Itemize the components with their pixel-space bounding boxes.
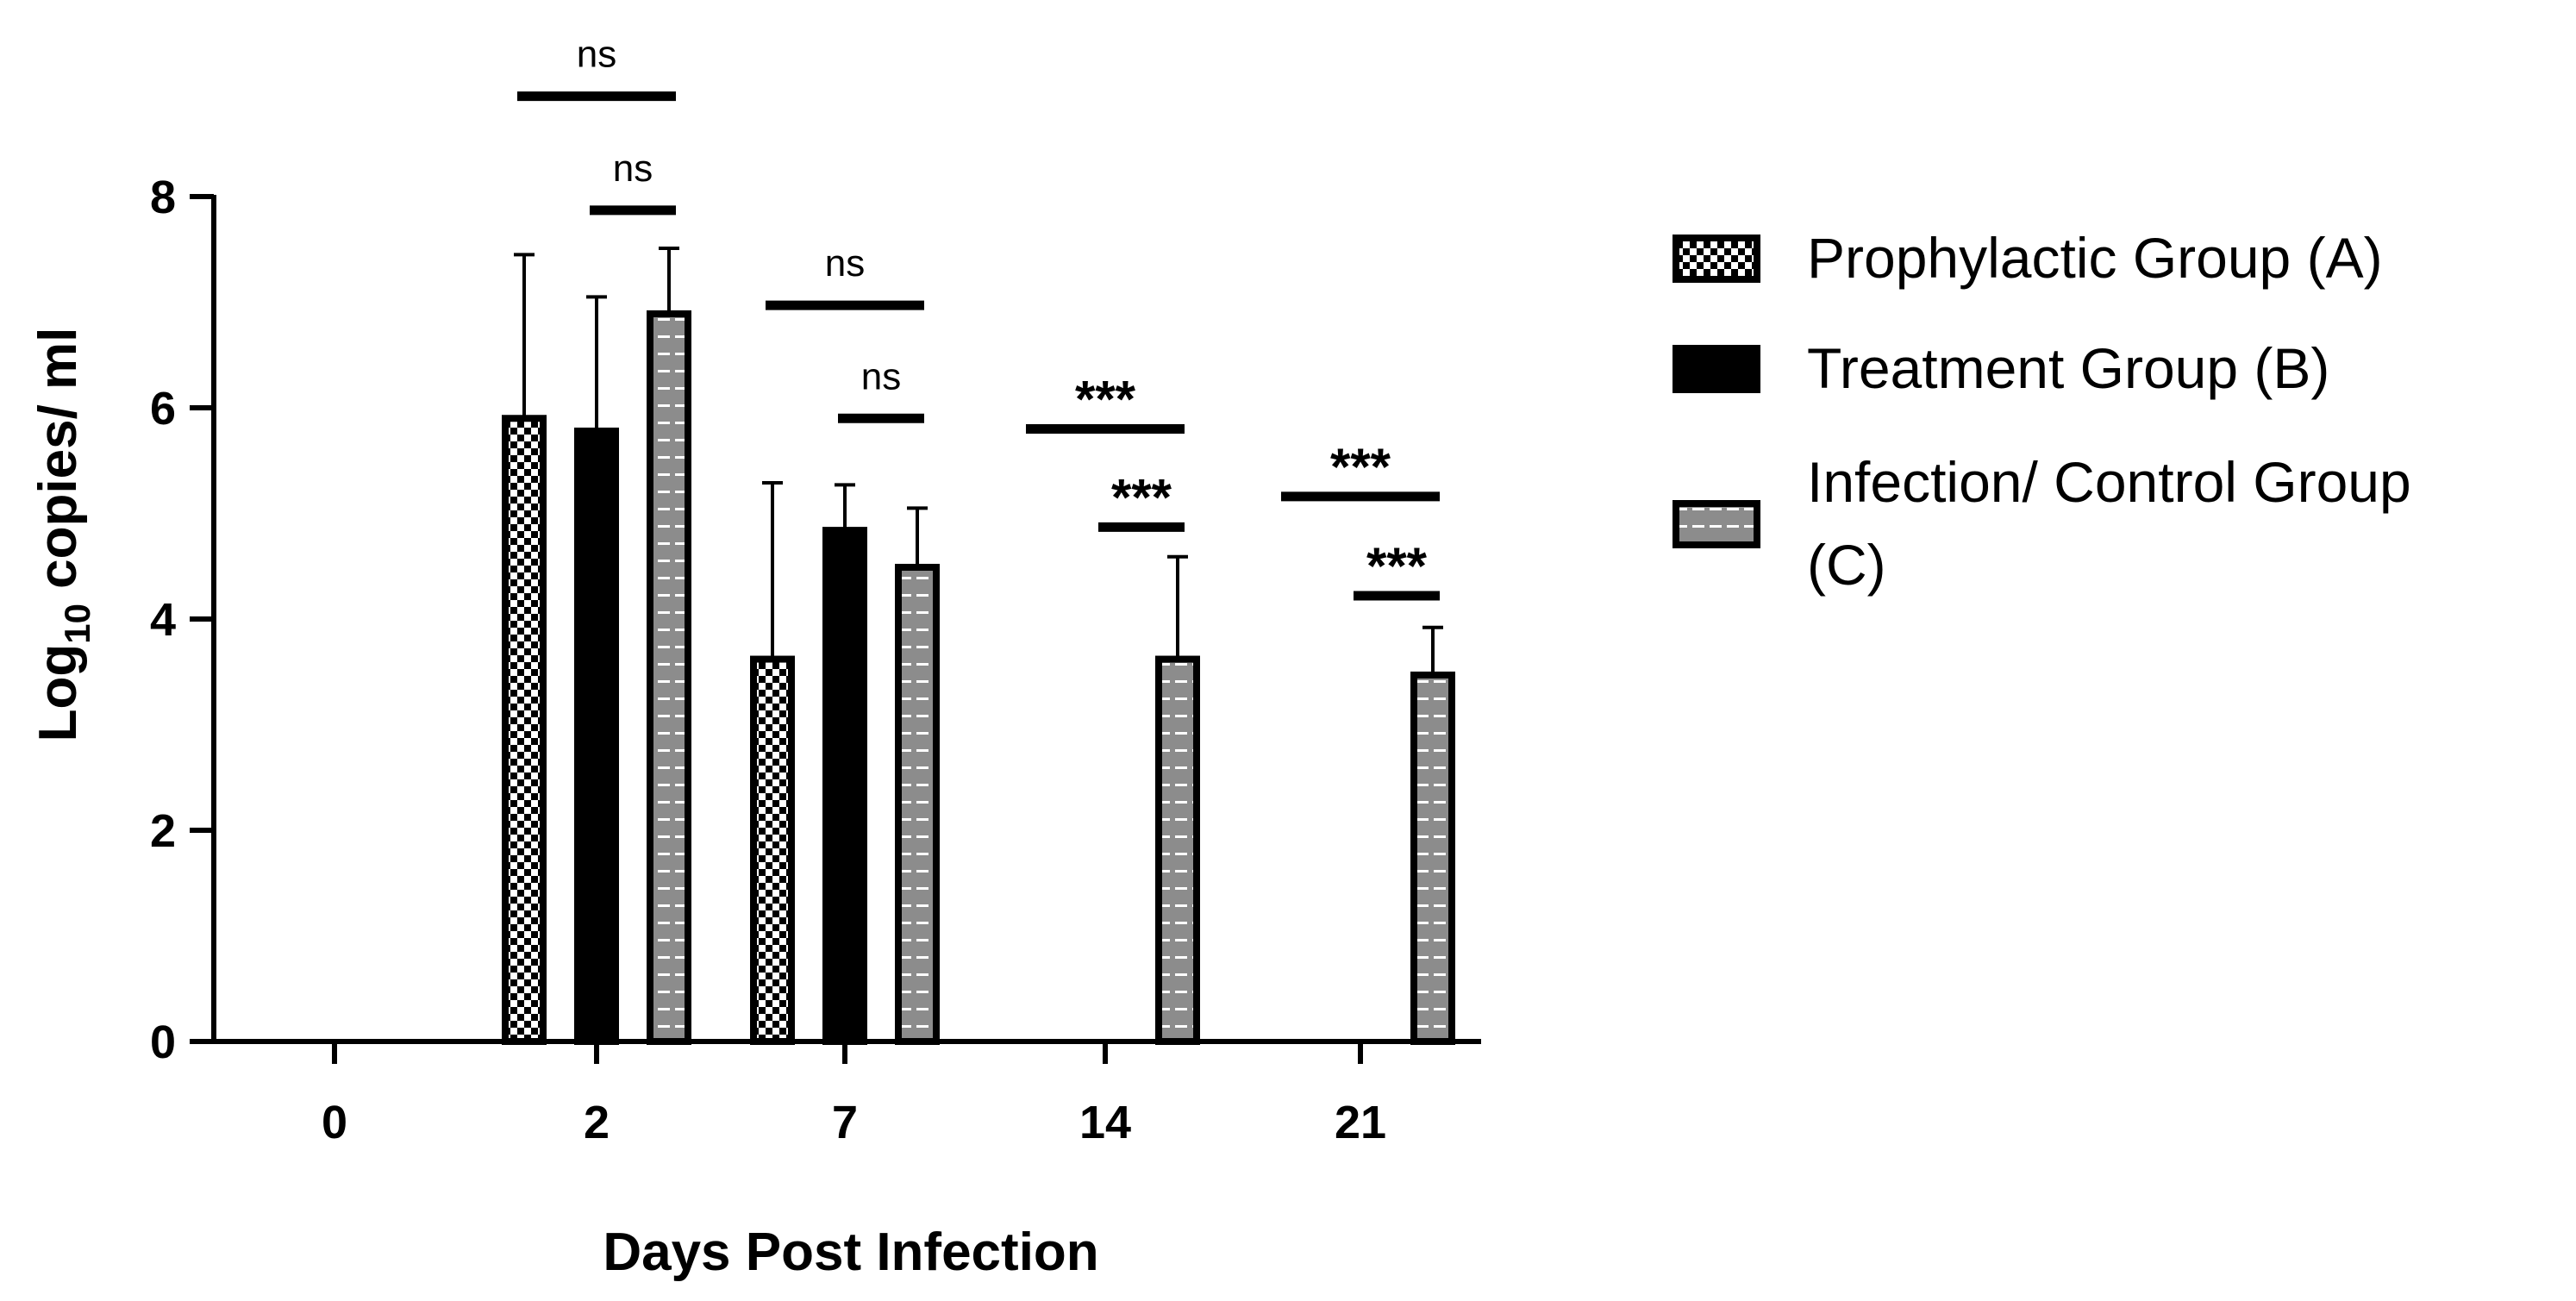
- legend-label-prophylactic: Prophylactic Group (A): [1807, 226, 2383, 290]
- legend-swatch-prophylactic: [1673, 235, 1760, 283]
- bars: [502, 247, 1455, 1046]
- significance-ns-label: ns: [861, 355, 901, 397]
- bar-prophylactic: [502, 415, 547, 1045]
- legend-item-infection-control: Infection/ Control Group (C): [1673, 450, 2411, 597]
- x-tick-label: 14: [1079, 1097, 1131, 1148]
- y-axis-title-main: Log: [28, 644, 88, 742]
- significance-stars-label: ***: [1366, 537, 1428, 595]
- legend: Prophylactic Group (A) Treatment Group (…: [1673, 226, 2411, 597]
- axes: 0 2 4 6 8 0 2 7 14 21: [150, 172, 1481, 1148]
- y-tick-label: 6: [150, 383, 176, 435]
- y-tick-label: 8: [150, 172, 176, 223]
- y-tick-label: 0: [150, 1016, 176, 1068]
- legend-swatch-treatment: [1673, 345, 1760, 393]
- x-tick-label: 7: [832, 1097, 858, 1148]
- y-axis-title-subscript: 10: [57, 604, 97, 644]
- legend-label-treatment: Treatment Group (B): [1807, 336, 2329, 400]
- x-tick-label: 0: [322, 1097, 347, 1148]
- legend-label-infection-control-line1: Infection/ Control Group: [1807, 450, 2411, 514]
- significance-ns-label: ns: [613, 147, 653, 190]
- bar-infection-control: [647, 310, 691, 1046]
- bar-prophylactic: [750, 655, 795, 1045]
- significance-stars-label: ***: [1330, 438, 1391, 496]
- x-tick-label: 21: [1335, 1097, 1386, 1148]
- y-tick-label: 2: [150, 805, 176, 857]
- y-tick-label: 4: [150, 594, 176, 646]
- significance-annotations: ns ns ns ns *** *** *** ***: [517, 34, 1440, 601]
- y-axis-title: Log10 copies/ ml: [28, 328, 97, 742]
- axis-labels: Days Post Infection Log10 copies/ ml: [28, 328, 1099, 1282]
- bar-treatment: [822, 527, 867, 1045]
- legend-item-treatment: Treatment Group (B): [1673, 336, 2329, 400]
- significance-ns-label: ns: [825, 242, 865, 285]
- bar-infection-control: [1410, 671, 1455, 1045]
- significance-ns-label: ns: [577, 34, 616, 76]
- legend-label-infection-control-line2: (C): [1807, 533, 1886, 597]
- y-axis-title-rest: copies/ ml: [28, 328, 88, 604]
- bar-infection-control: [1155, 655, 1200, 1045]
- significance-stars-label: ***: [1111, 468, 1172, 526]
- legend-item-prophylactic: Prophylactic Group (A): [1673, 226, 2383, 290]
- x-tick-label: 2: [584, 1097, 610, 1148]
- bar-treatment: [574, 427, 619, 1045]
- significance-stars-label: ***: [1075, 371, 1136, 428]
- x-axis-title: Days Post Infection: [603, 1223, 1098, 1282]
- legend-swatch-infection-control: [1673, 500, 1760, 548]
- bar-infection-control: [895, 563, 940, 1045]
